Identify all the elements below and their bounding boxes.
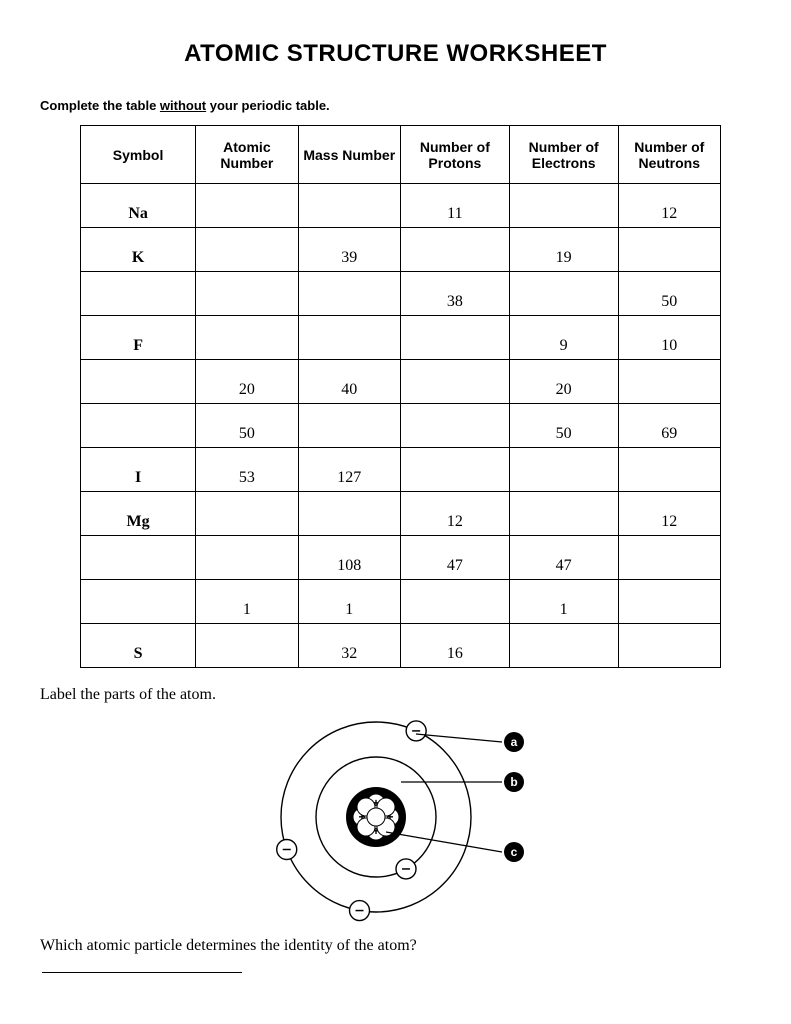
table-cell: 16 <box>400 624 509 668</box>
table-cell: 40 <box>298 360 400 404</box>
table-cell: K <box>81 228 196 272</box>
atom-diagram: ++++abc <box>40 712 751 927</box>
instruction-underline: without <box>160 98 206 113</box>
table-cell: I <box>81 448 196 492</box>
table-cell: Mg <box>81 492 196 536</box>
table-cell <box>196 228 298 272</box>
table-cell <box>196 492 298 536</box>
table-cell <box>298 316 400 360</box>
table-header-row: SymbolAtomic NumberMass NumberNumber of … <box>81 126 721 184</box>
table-row: S 3216 <box>81 624 721 668</box>
atomic-table: SymbolAtomic NumberMass NumberNumber of … <box>80 125 721 668</box>
instruction-post: your periodic table. <box>206 98 330 113</box>
table-cell: 10 <box>618 316 720 360</box>
table-cell: 20 <box>196 360 298 404</box>
table-cell: 47 <box>509 536 618 580</box>
svg-text:c: c <box>510 845 517 859</box>
table-cell <box>509 184 618 228</box>
table-cell: 32 <box>298 624 400 668</box>
table-cell: 127 <box>298 448 400 492</box>
table-row: 38 50 <box>81 272 721 316</box>
answer-blank-line <box>42 959 242 973</box>
table-cell <box>81 404 196 448</box>
question-label-parts: Label the parts of the atom. <box>40 686 751 704</box>
table-cell: S <box>81 624 196 668</box>
table-cell <box>509 272 618 316</box>
table-row: 204020 <box>81 360 721 404</box>
table-row: Mg 12 12 <box>81 492 721 536</box>
table-cell <box>298 272 400 316</box>
table-cell: 12 <box>618 492 720 536</box>
table-header-cell: Atomic Number <box>196 126 298 184</box>
table-header-cell: Number of Neutrons <box>618 126 720 184</box>
table-header-cell: Mass Number <box>298 126 400 184</box>
table-cell: 50 <box>509 404 618 448</box>
table-cell: 1 <box>196 580 298 624</box>
table-cell: 19 <box>509 228 618 272</box>
table-cell <box>400 580 509 624</box>
table-cell: 12 <box>400 492 509 536</box>
table-cell <box>400 448 509 492</box>
table-cell <box>400 316 509 360</box>
svg-text:a: a <box>510 735 517 749</box>
table-cell <box>298 492 400 536</box>
table-cell: 47 <box>400 536 509 580</box>
table-row: I53127 <box>81 448 721 492</box>
table-header-cell: Symbol <box>81 126 196 184</box>
page-title: ATOMIC STRUCTURE WORKSHEET <box>40 40 751 68</box>
instruction-pre: Complete the table <box>40 98 160 113</box>
table-header-cell: Number of Electrons <box>509 126 618 184</box>
table-cell <box>509 624 618 668</box>
table-body: Na1112K39193850F910204020505069I53127Mg1… <box>81 184 721 668</box>
table-cell: 50 <box>196 404 298 448</box>
table-cell <box>196 316 298 360</box>
table-cell <box>81 360 196 404</box>
table-cell <box>618 580 720 624</box>
table-cell <box>618 448 720 492</box>
table-cell: 69 <box>618 404 720 448</box>
table-row: F 910 <box>81 316 721 360</box>
table-cell <box>81 272 196 316</box>
atom-svg: ++++abc <box>246 712 546 922</box>
instruction-text: Complete the table without your periodic… <box>40 98 751 113</box>
table-cell <box>81 536 196 580</box>
question-identity: Which atomic particle determines the ide… <box>40 937 751 955</box>
table-cell: 9 <box>509 316 618 360</box>
table-cell <box>196 536 298 580</box>
table-cell <box>196 272 298 316</box>
table-cell: 12 <box>618 184 720 228</box>
table-row: 1084747 <box>81 536 721 580</box>
table-cell <box>618 360 720 404</box>
table-cell: 1 <box>298 580 400 624</box>
table-cell <box>618 228 720 272</box>
table-cell: 53 <box>196 448 298 492</box>
table-cell <box>509 448 618 492</box>
table-cell: 1 <box>509 580 618 624</box>
table-header-cell: Number of Protons <box>400 126 509 184</box>
table-row: 505069 <box>81 404 721 448</box>
table-cell <box>400 404 509 448</box>
table-cell: F <box>81 316 196 360</box>
table-row: Na 11 12 <box>81 184 721 228</box>
table-cell: Na <box>81 184 196 228</box>
table-cell <box>400 228 509 272</box>
table-cell: 20 <box>509 360 618 404</box>
table-row: K 39 19 <box>81 228 721 272</box>
table-cell <box>81 580 196 624</box>
table-cell <box>298 184 400 228</box>
table-cell <box>400 360 509 404</box>
table-cell <box>196 624 298 668</box>
table-cell <box>509 492 618 536</box>
table-cell: 39 <box>298 228 400 272</box>
table-cell: 50 <box>618 272 720 316</box>
table-cell <box>298 404 400 448</box>
table-row: 111 <box>81 580 721 624</box>
table-cell <box>618 536 720 580</box>
table-cell: 38 <box>400 272 509 316</box>
table-cell <box>196 184 298 228</box>
table-cell <box>618 624 720 668</box>
table-cell: 11 <box>400 184 509 228</box>
svg-text:b: b <box>510 775 517 789</box>
table-cell: 108 <box>298 536 400 580</box>
